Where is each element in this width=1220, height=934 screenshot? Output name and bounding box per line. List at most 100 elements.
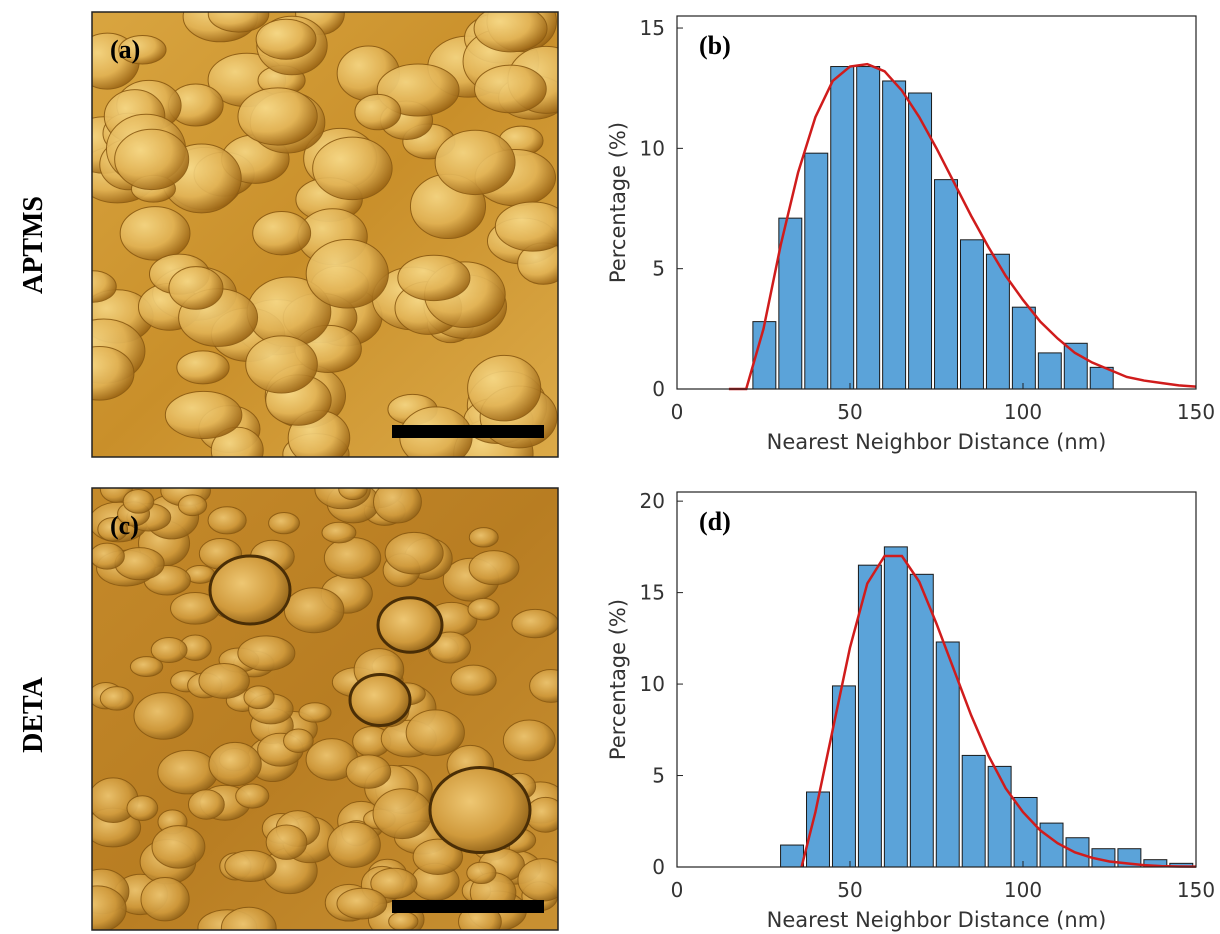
grain (122, 488, 155, 514)
grain (164, 390, 243, 440)
bar (908, 92, 933, 390)
grain (468, 550, 520, 586)
grain (97, 517, 129, 542)
grain (468, 527, 499, 548)
y-tick-label: 0 (652, 855, 665, 879)
panel-label: (b) (699, 31, 731, 60)
panel-label: (c) (110, 511, 139, 540)
scale-bar (392, 900, 544, 913)
image-frame (91, 11, 559, 458)
grain (494, 201, 558, 252)
grain (118, 35, 167, 65)
grain (412, 838, 464, 875)
grain (327, 821, 381, 868)
grain (370, 867, 418, 899)
grain (255, 18, 317, 60)
grain (450, 664, 497, 696)
fit-curve (728, 62, 1197, 391)
grain (198, 662, 250, 699)
grain (187, 789, 225, 820)
bar (804, 152, 829, 390)
x-axis-label: Nearest Neighbor Distance (nm) (767, 430, 1107, 454)
afm-image (92, 488, 558, 930)
y-tick-label: 15 (640, 16, 665, 40)
grain (252, 210, 312, 256)
x-tick-label: 0 (671, 878, 684, 902)
row-label: DETA (18, 676, 49, 752)
y-tick-label: 20 (640, 489, 665, 513)
x-tick-label: 150 (1177, 400, 1215, 424)
grain (140, 877, 190, 922)
grain (517, 858, 558, 902)
y-tick-label: 0 (652, 377, 665, 401)
grain (207, 506, 247, 535)
y-axis-label: Percentage (%) (606, 122, 630, 283)
grain (321, 521, 357, 544)
grain (208, 554, 292, 626)
y-tick-label: 15 (640, 581, 665, 605)
grain (99, 686, 134, 711)
grain (372, 788, 433, 840)
grain (114, 128, 190, 191)
grain (298, 702, 332, 723)
grain (434, 129, 516, 196)
x-tick-label: 50 (837, 400, 862, 424)
y-tick-label: 5 (652, 257, 665, 281)
bar (987, 765, 1012, 868)
grain (466, 861, 497, 885)
grain (157, 749, 219, 795)
grain (237, 87, 318, 146)
grain (92, 542, 125, 570)
panel-label: (d) (699, 507, 731, 536)
grain (235, 783, 270, 809)
grain (345, 754, 392, 789)
grain (502, 719, 556, 762)
grain (529, 669, 558, 703)
grain (467, 597, 500, 621)
grain (176, 350, 230, 385)
grain (323, 537, 382, 579)
grain (338, 488, 368, 501)
bar (961, 754, 986, 868)
grain (126, 795, 159, 821)
scale-bar (392, 425, 544, 438)
grain (224, 849, 277, 882)
grain (373, 488, 422, 524)
grain (168, 266, 224, 310)
x-tick-label: 150 (1177, 878, 1215, 902)
grain (133, 692, 194, 740)
grain (336, 887, 388, 920)
bar (780, 844, 805, 868)
fit-curve (800, 554, 1197, 868)
bar (830, 66, 855, 390)
grain (397, 254, 471, 302)
grain (376, 596, 444, 654)
afm-image (92, 12, 558, 457)
grain (220, 906, 277, 930)
grain (151, 825, 206, 869)
x-axis-label: Nearest Neighbor Distance (nm) (767, 908, 1107, 932)
bar (909, 573, 934, 868)
grain (388, 911, 419, 930)
bar (1063, 342, 1088, 390)
bar (883, 546, 908, 868)
grain (384, 531, 444, 575)
grain (428, 766, 532, 854)
x-tick-label: 100 (1004, 400, 1042, 424)
y-tick-label: 10 (640, 136, 665, 160)
bar (882, 80, 907, 390)
grain (525, 796, 558, 833)
bar (857, 564, 882, 868)
y-tick-label: 10 (640, 672, 665, 696)
grain (312, 136, 393, 201)
bar (1037, 352, 1062, 390)
x-tick-label: 50 (837, 878, 862, 902)
grain (348, 673, 412, 727)
bar (959, 239, 984, 390)
grain (92, 885, 127, 930)
grain (92, 345, 135, 401)
bar (934, 179, 958, 390)
grain (150, 637, 188, 664)
